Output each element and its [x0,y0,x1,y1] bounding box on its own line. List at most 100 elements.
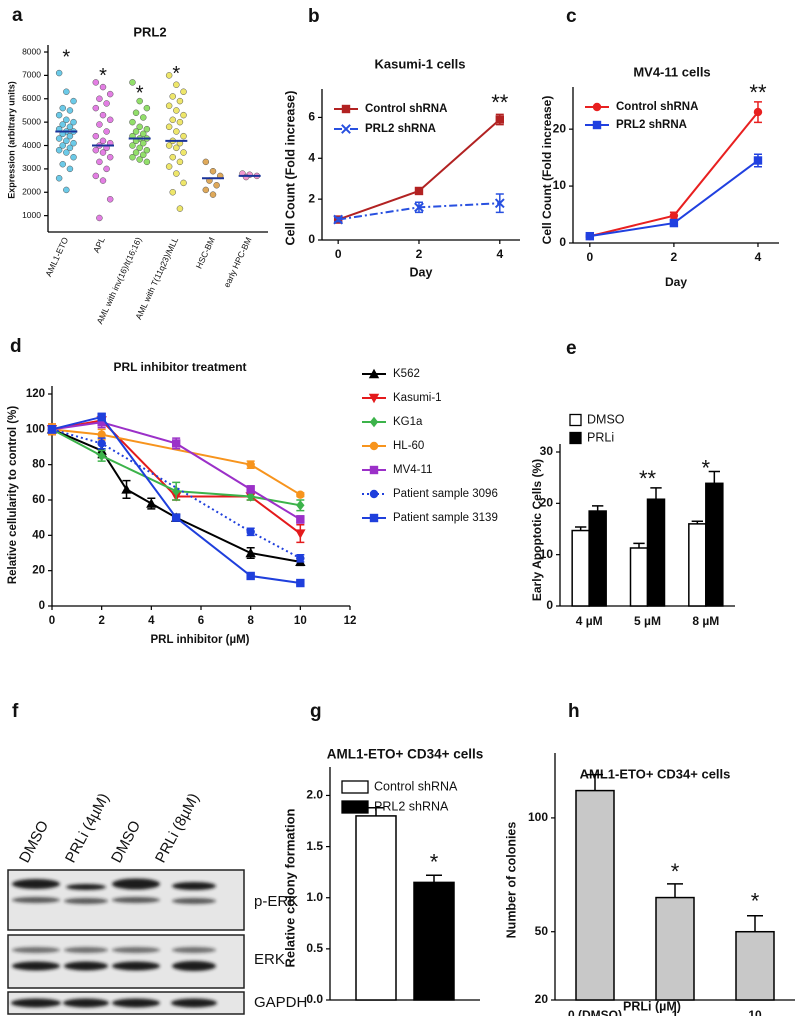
row-label: GAPDH [254,994,307,1011]
error-bar [368,806,384,816]
dot [66,107,74,114]
annotation: * [702,456,711,481]
y-tick-label: 6000 [22,93,41,103]
legend-label: Patient sample 3139 [393,512,498,524]
x-tick-label: APL [91,235,107,254]
y-tick-label: 60 [32,494,45,506]
legend-marker [368,368,380,379]
legend-label: Control shRNA [365,103,447,115]
dot [59,142,66,149]
panel-label: h [568,701,580,722]
dot [129,79,136,86]
dot [99,111,107,119]
row-label: ERK [254,951,285,968]
error-bar [592,505,604,512]
dot [63,88,70,95]
legend-marker [368,393,380,404]
dot [99,177,107,184]
point [753,107,763,117]
dot [202,158,210,166]
bar [705,482,724,607]
dot [70,153,77,161]
legend-marker [369,513,379,523]
row-label: p-ERK [254,893,298,910]
x-tick-label: 1 [672,1008,679,1016]
legend-label: HL-60 [393,440,424,452]
legend-label: DMSO [587,412,625,426]
y-axis-label: Relative colony formation [282,808,297,967]
dot [136,156,143,163]
bar [646,498,666,607]
dot [132,128,140,135]
legend-label: PRLi [587,430,614,444]
dot [92,146,100,154]
point [585,231,595,241]
dot [103,100,110,107]
point [246,571,255,581]
dot [176,97,184,105]
point [414,186,424,196]
dot [143,158,151,166]
legend-marker [341,104,351,114]
dot [55,174,63,182]
legend-label: K562 [393,368,420,380]
legend-swatch [341,800,369,814]
x-tick-label: 4 [496,247,503,261]
y-tick-label: 0 [559,235,566,249]
legend-label: MV4-11 [393,464,432,476]
dot [180,149,187,156]
dot [165,163,173,170]
x-tick-label: HSC-BM [194,236,217,271]
dot [143,146,151,154]
point [171,439,181,448]
error-bar [691,520,703,524]
panel-label: a [12,5,23,26]
legend-label: PRL2 shRNA [374,799,449,813]
dot [169,189,176,196]
legend-swatch [569,413,582,427]
point [246,460,255,469]
y-tick-label: 30 [540,444,554,458]
dot [209,167,217,175]
point [296,515,305,524]
legend-label: KG1a [393,416,423,428]
dot [140,151,147,159]
dot [165,72,173,79]
x-tick-label: AML with T(11q23)/MLL [133,235,180,321]
error-bar [667,883,683,898]
y-axis-label: Expression (arbitrary units) [6,81,16,199]
annotation: * [751,888,760,913]
bar [575,789,615,1001]
dot [202,186,210,194]
y-tick-label: 100 [26,423,45,435]
legend-marker [369,489,379,499]
dot [165,123,173,131]
dot [165,142,173,149]
line [51,428,301,560]
dot [129,142,136,149]
y-tick-label: 1.5 [306,839,323,853]
dot [173,128,180,135]
point [295,529,306,539]
annotation: ** [749,80,767,105]
point [97,430,106,439]
y-tick-label: 4 [308,150,315,164]
x-tick-label: 6 [198,615,204,627]
x-tick-label: 10 [748,1008,762,1016]
dot [96,214,103,222]
dot [106,90,114,98]
x-tick-label: 0 (DMSO) [568,1008,622,1016]
bar [688,523,707,607]
bar [355,815,397,1001]
point [146,498,157,508]
y-tick-label: 1.0 [306,890,323,904]
x-tick-label: 0 [586,250,593,264]
y-axis-label: Cell Count (Fold increase) [283,91,297,246]
x-tick-label: 2 [671,250,678,264]
lane-label: PRLi (4µM) [62,791,113,866]
dot [66,144,74,152]
chart-title: MV4-11 cells [633,64,710,79]
lane-label: DMSO [108,818,144,866]
point [171,513,181,522]
dot [103,165,110,173]
